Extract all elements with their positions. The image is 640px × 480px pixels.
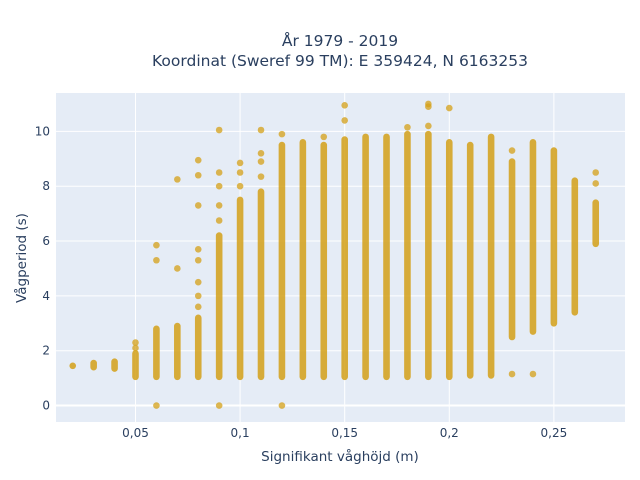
- data-point: [194, 202, 202, 209]
- data-point-run: [383, 133, 390, 381]
- plot-area: [56, 93, 625, 422]
- data-point: [215, 182, 223, 190]
- data-point: [215, 126, 223, 134]
- y-tick-label: 4: [42, 289, 50, 303]
- data-point: [215, 169, 223, 176]
- data-point: [257, 126, 265, 134]
- data-point: [215, 402, 223, 409]
- data-point: [278, 130, 286, 138]
- data-point: [508, 370, 516, 378]
- data-points: [69, 100, 600, 409]
- data-point: [278, 402, 286, 409]
- y-tick-label: 0: [42, 399, 50, 413]
- x-tick-label: 0,1: [231, 426, 250, 440]
- x-tick-label: 0,05: [122, 426, 149, 440]
- data-point-run: [550, 147, 558, 327]
- data-point-run: [445, 139, 453, 381]
- y-tick-label: 10: [35, 124, 50, 138]
- data-point: [194, 292, 202, 300]
- data-point-run: [215, 232, 223, 381]
- data-point: [194, 278, 202, 286]
- y-tick-label: 2: [42, 344, 50, 358]
- data-point: [174, 265, 181, 272]
- data-point: [257, 173, 265, 180]
- data-point: [215, 217, 223, 224]
- data-point: [445, 104, 453, 112]
- data-point: [215, 202, 223, 209]
- y-axis-ticks: 0 2 4 6 8 10: [35, 124, 50, 412]
- data-point-run: [571, 177, 579, 316]
- data-point: [236, 159, 244, 167]
- data-point: [132, 339, 139, 346]
- data-point: [508, 147, 516, 154]
- data-point: [194, 171, 202, 179]
- data-point-run: [592, 199, 600, 248]
- data-point-run: [174, 322, 181, 381]
- data-point-run: [299, 139, 307, 381]
- data-point-run: [341, 136, 348, 381]
- chart-title-line1: År 1979 - 2019: [282, 31, 398, 50]
- y-axis-title: Vågperiod (s): [13, 213, 30, 303]
- data-point-run: [69, 362, 77, 370]
- y-tick-label: 8: [42, 179, 50, 193]
- data-point-run: [278, 141, 286, 381]
- data-point-run: [111, 358, 118, 372]
- data-point-run: [362, 133, 369, 381]
- data-point: [320, 133, 328, 141]
- data-point: [236, 169, 244, 176]
- data-point-run: [487, 133, 495, 379]
- x-tick-label: 0,2: [440, 426, 459, 440]
- x-axis-ticks: 0,05 0,1 0,15 0,2 0,25: [122, 426, 567, 440]
- data-point: [341, 117, 348, 124]
- data-point: [529, 370, 537, 378]
- data-point: [592, 180, 600, 187]
- data-point: [153, 256, 160, 264]
- data-point: [194, 256, 202, 264]
- data-point: [174, 176, 181, 183]
- chart-title-line2: Koordinat (Sweref 99 TM): E 359424, N 61…: [152, 52, 528, 70]
- data-point: [194, 156, 202, 164]
- data-point: [425, 100, 432, 108]
- data-point: [404, 123, 411, 131]
- data-point-run: [132, 350, 139, 381]
- x-tick-label: 0,15: [331, 426, 358, 440]
- data-point-run: [529, 139, 537, 335]
- data-point: [194, 245, 202, 253]
- y-tick-label: 6: [42, 234, 50, 248]
- data-point-run: [236, 196, 244, 381]
- data-point: [592, 169, 600, 176]
- data-point-run: [320, 141, 328, 381]
- data-point: [341, 102, 348, 109]
- data-point: [425, 122, 432, 130]
- data-point-run: [257, 188, 265, 381]
- data-point: [132, 344, 139, 352]
- x-axis-title: Signifikant våghöjd (m): [261, 448, 419, 465]
- data-point-run: [153, 325, 160, 381]
- x-tick-label: 0,25: [541, 426, 568, 440]
- data-point-run: [90, 359, 97, 371]
- data-point: [257, 150, 265, 157]
- data-point-run: [508, 158, 516, 341]
- data-point: [153, 241, 160, 249]
- data-point-run: [466, 141, 474, 379]
- data-point-run: [194, 314, 202, 381]
- data-point: [194, 303, 202, 311]
- data-point-run: [425, 130, 432, 381]
- data-point-run: [404, 130, 411, 381]
- data-point: [257, 158, 265, 165]
- data-point: [236, 182, 244, 190]
- data-point: [153, 402, 160, 409]
